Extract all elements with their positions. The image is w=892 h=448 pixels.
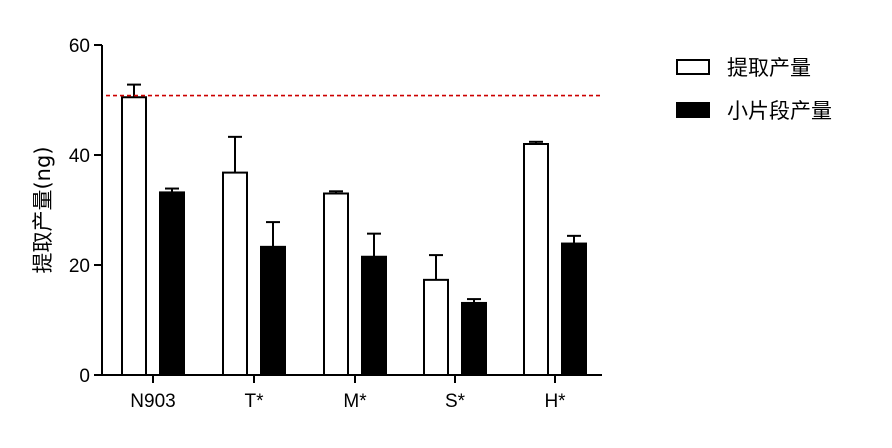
y-tick-label: 20 [69, 256, 90, 277]
bar-small-fragment-1 [260, 245, 286, 376]
x-tick-label: N903 [130, 391, 175, 412]
bar-small-fragment-4 [561, 242, 587, 376]
bar-extraction-0 [121, 96, 147, 376]
x-tick-label: H* [544, 391, 566, 412]
x-tick-label: S* [445, 391, 466, 412]
plot-area [106, 83, 602, 377]
bar-extraction-1 [222, 171, 248, 376]
y-tick-label: 40 [69, 146, 90, 167]
bar-extraction-2 [323, 192, 349, 376]
x-tick-label: M* [343, 391, 367, 412]
bar-small-fragment-3 [461, 301, 487, 377]
bar-small-fragment-0 [159, 191, 185, 376]
bar-small-fragment-2 [361, 255, 387, 376]
axes: 0 20 40 60 N903 T* M* S* H* [69, 36, 602, 412]
y-tick-label: 0 [79, 366, 90, 387]
y-axis-title: 提取产量(ng) [31, 146, 55, 273]
bar-extraction-3 [423, 278, 449, 377]
x-tick-label: T* [245, 391, 265, 412]
legend-label-small-fragment: 小片段产量 [727, 99, 832, 123]
legend-swatch-small-fragment [676, 102, 710, 118]
legend-label-extraction: 提取产量 [727, 56, 811, 80]
legend-swatch-extraction [676, 59, 710, 75]
y-tick-label: 60 [69, 36, 90, 57]
bar-extraction-4 [523, 143, 549, 376]
